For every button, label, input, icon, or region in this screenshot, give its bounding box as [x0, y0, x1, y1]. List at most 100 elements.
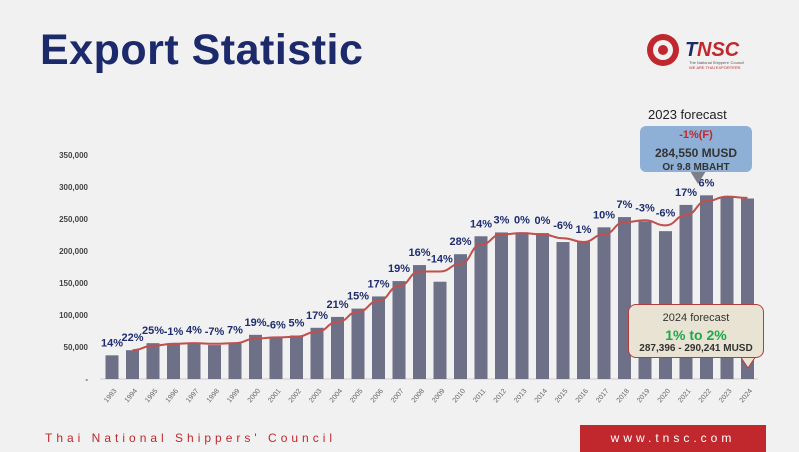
bar	[392, 281, 406, 379]
growth-label: 25%	[142, 325, 164, 337]
growth-label: 19%	[388, 263, 410, 275]
forecast-2023-growth: -1%(F)	[679, 129, 713, 141]
growth-label: 14%	[470, 218, 492, 230]
growth-label: 3%	[494, 214, 510, 226]
x-tick-label: 2016	[575, 388, 590, 405]
y-tick-label: 50,000	[64, 343, 89, 352]
x-tick-label: 2018	[616, 388, 631, 405]
x-tick-label: 2021	[677, 388, 692, 405]
svg-text:NSC: NSC	[697, 39, 740, 61]
bar	[290, 335, 303, 379]
growth-label: 10%	[593, 209, 615, 221]
y-tick-label: 150,000	[59, 279, 88, 288]
bar	[515, 232, 529, 379]
growth-label: -6%	[266, 319, 286, 331]
y-tick-label: -	[85, 375, 88, 384]
growth-label: 4%	[186, 325, 202, 337]
growth-label: 17%	[367, 278, 389, 290]
bar	[146, 343, 160, 379]
x-tick-label: 2011	[472, 388, 487, 404]
forecast-2024-callout: 2024 forecast 1% to 2% 287,396 - 290,241…	[628, 304, 764, 358]
forecast-2023-callout: -1%(F) 284,550 MUSD Or 9.8 MBAHT	[640, 126, 752, 173]
growth-label: 7%	[227, 325, 243, 337]
svg-text:T: T	[685, 39, 699, 61]
forecast-2024-growth: 1% to 2%	[665, 327, 727, 343]
forecast-2023-heading: 2023 forecast	[648, 107, 727, 122]
growth-label: 22%	[121, 332, 143, 344]
x-tick-label: 2006	[370, 388, 385, 405]
x-tick-label: 1999	[226, 388, 241, 405]
x-tick-label: 2019	[636, 388, 651, 405]
bar	[228, 342, 242, 379]
growth-label: -3%	[635, 202, 655, 214]
x-tick-label: 2003	[308, 388, 323, 405]
bar	[372, 296, 385, 379]
callout-2023-pointer	[690, 171, 706, 184]
bar	[495, 232, 508, 379]
x-tick-label: 2002	[288, 388, 303, 405]
footer-website-link[interactable]: www.tnsc.com	[580, 425, 766, 452]
bar	[208, 345, 221, 379]
growth-label: 21%	[326, 299, 348, 311]
growth-label: 17%	[306, 310, 328, 322]
growth-label: 6%	[699, 177, 715, 189]
x-tick-label: 2015	[554, 388, 569, 405]
bar	[577, 242, 590, 379]
growth-label: 1%	[576, 224, 592, 236]
bar	[474, 236, 488, 379]
growth-label: -1%	[164, 326, 184, 338]
bar	[556, 242, 570, 379]
x-tick-label: 2009	[431, 388, 446, 405]
x-tick-label: 2024	[739, 388, 754, 405]
growth-label: 14%	[101, 337, 123, 349]
growth-label: 0%	[514, 214, 530, 226]
x-tick-label: 2001	[267, 388, 282, 405]
x-tick-label: 2022	[698, 388, 713, 405]
growth-label: -6%	[553, 220, 573, 232]
growth-label: 28%	[449, 236, 471, 248]
bar	[597, 227, 611, 379]
bar	[618, 217, 631, 379]
footer-org-name: Thai National Shippers' Council	[45, 431, 337, 445]
bar	[413, 265, 426, 379]
growth-label: 16%	[408, 247, 430, 259]
x-tick-label: 1995	[144, 388, 159, 405]
growth-label: -6%	[656, 207, 676, 219]
x-tick-label: 2012	[493, 388, 508, 405]
bar	[433, 281, 447, 379]
x-tick-label: 1994	[124, 388, 139, 405]
growth-label: 0%	[535, 215, 551, 227]
x-tick-label: 2008	[411, 388, 426, 405]
bar	[249, 334, 262, 379]
y-tick-label: 300,000	[59, 183, 88, 192]
growth-label: 7%	[617, 199, 633, 211]
x-tick-label: 2023	[718, 388, 733, 405]
y-tick-label: 250,000	[59, 215, 88, 224]
x-tick-label: 1996	[165, 388, 180, 405]
bar	[351, 308, 365, 379]
x-tick-label: 2000	[247, 388, 262, 405]
forecast-2023-value: 284,550 MUSD	[654, 146, 738, 160]
bar	[310, 327, 324, 379]
x-tick-label: 2010	[452, 388, 467, 405]
x-tick-label: 2020	[657, 388, 672, 405]
tnsc-logo: T NSC The National Shippers' Council WE …	[647, 34, 744, 70]
x-tick-label: 2013	[513, 388, 528, 405]
bar	[126, 350, 139, 379]
growth-label: 17%	[675, 187, 697, 199]
x-tick-label: 2004	[329, 388, 344, 405]
forecast-2024-heading: 2024 forecast	[662, 312, 730, 324]
svg-text:The National Shippers' Council: The National Shippers' Council	[689, 60, 744, 65]
page-title: Export Statistic	[40, 26, 364, 74]
x-tick-label: 1993	[103, 388, 118, 405]
bar	[536, 233, 549, 379]
forecast-2024-range: 287,396 - 290,241 MUSD	[639, 343, 753, 354]
x-tick-label: 1997	[185, 388, 200, 405]
bar	[269, 337, 283, 379]
growth-label: 19%	[244, 317, 266, 329]
y-tick-label: 350,000	[59, 151, 88, 160]
x-tick-label: 2014	[534, 388, 549, 405]
x-tick-label: 2005	[349, 388, 364, 405]
bar	[167, 343, 180, 379]
